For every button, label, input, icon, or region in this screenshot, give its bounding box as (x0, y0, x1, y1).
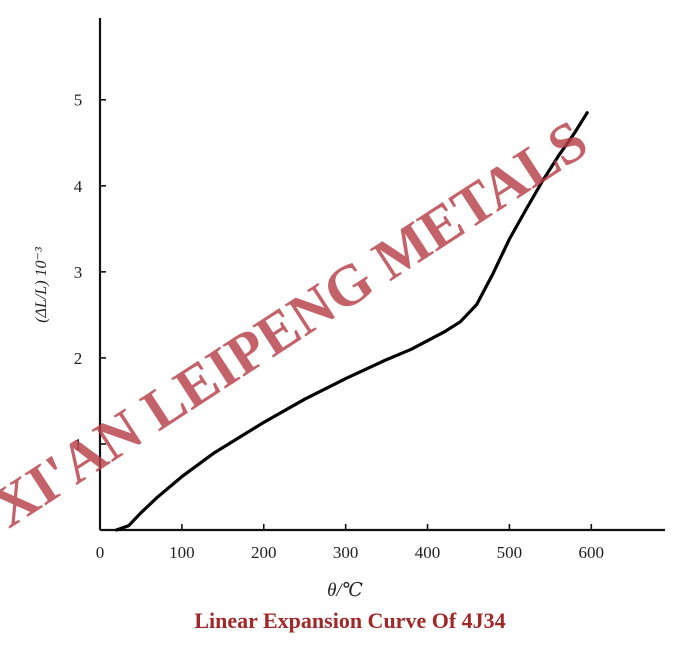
series-line (114, 111, 589, 532)
watermark: XI'AN LEIPENG METALS (0, 107, 599, 540)
x-tick-label: 100 (169, 543, 195, 562)
x-tick-label: 0 (96, 543, 105, 562)
tick-marks (99, 98, 593, 530)
y-tick-label: 2 (74, 349, 83, 368)
x-axis-label: θ/℃ (327, 580, 363, 601)
y-tick-label: 4 (74, 177, 83, 196)
chart-caption: Linear Expansion Curve Of 4J34 (194, 608, 506, 633)
x-tick-label: 600 (579, 543, 605, 562)
tick-labels: 0 100 200 300 400 500 600 1 2 3 4 5 (74, 91, 604, 562)
y-tick-label: 1 (74, 435, 83, 454)
x-tick-label: 200 (251, 543, 277, 562)
y-tick-label: 5 (74, 91, 83, 110)
x-tick-label: 300 (333, 543, 359, 562)
series-group (114, 111, 589, 532)
x-tick-label: 500 (497, 543, 523, 562)
y-axis-label: (ΔL/L) 10⁻³ (33, 247, 50, 323)
x-tick-label: 400 (415, 543, 441, 562)
y-tick-label: 3 (74, 263, 83, 282)
